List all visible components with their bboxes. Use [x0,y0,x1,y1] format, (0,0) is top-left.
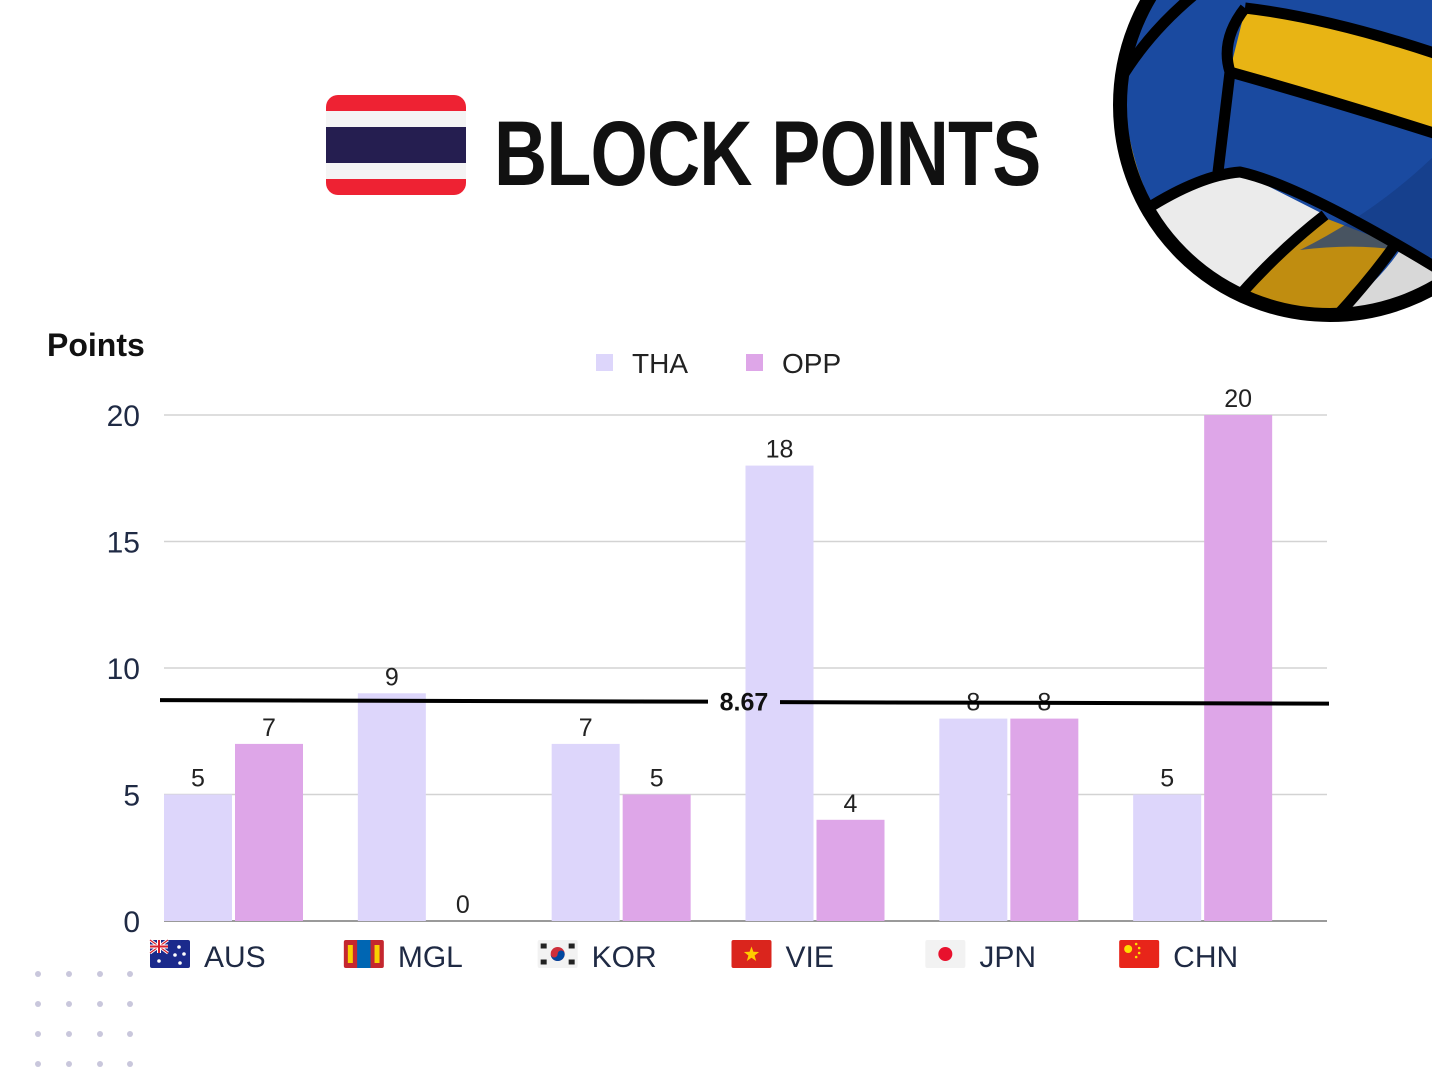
x-tick-label: MGL [398,941,463,974]
mongolia-flag-icon [343,940,384,968]
japan-flag-icon [925,940,966,968]
china-flag-icon [1119,940,1160,968]
bar-tha-vie [745,465,814,921]
legend-label-tha: THA [632,348,688,379]
bars [164,415,1273,921]
x-category-kor: KOR [537,940,657,974]
data-label: 4 [844,790,858,818]
bar-opp-chn [1204,415,1273,921]
x-tick-label: VIE [786,941,834,974]
x-category-jpn: JPN [925,940,1036,974]
south-korea-flag-icon [537,940,578,968]
legend-swatch-tha [596,354,613,371]
australia-flag-icon [149,938,190,968]
data-label: 5 [650,765,664,793]
thailand-flag-icon [326,95,466,195]
y-tick-label: 15 [107,527,140,560]
bar-tha-chn [1133,794,1202,921]
y-axis-label: Points [47,327,145,363]
page-title: BLOCK POINTS [494,103,1041,205]
data-label: 5 [191,765,205,793]
x-axis-categories: AUS MGL KOR VIE JPN CHN [149,938,1238,974]
x-category-mgl: MGL [343,940,463,974]
y-axis-ticks: 0 5 10 15 20 [107,400,140,939]
bar-opp-kor [622,794,691,921]
bar-tha-mgl [357,693,426,921]
data-label: 18 [766,436,794,464]
average-line-group: 8.67 [159,689,1330,717]
vietnam-flag-icon [731,940,772,968]
legend: THA OPP [596,348,841,379]
legend-label-opp: OPP [782,348,841,379]
y-tick-label: 20 [107,400,140,433]
bar-opp-vie [816,819,885,921]
x-category-aus: AUS [149,938,266,974]
x-tick-label: KOR [592,941,657,974]
x-tick-label: AUS [204,941,266,974]
decorative-dot-grid [35,971,133,1067]
bar-opp-aus [235,743,303,921]
data-label: 7 [579,714,593,742]
y-tick-label: 10 [107,653,140,686]
y-tick-label: 0 [123,906,140,939]
data-label: 20 [1224,385,1252,413]
volleyball-icon [1113,0,1432,322]
bar-opp-jpn [1010,718,1079,921]
data-labels: 57907518488520 [191,385,1252,919]
x-tick-label: CHN [1173,941,1238,974]
data-label: 7 [262,714,276,742]
average-line-left [159,698,709,704]
x-tick-label: JPN [979,941,1036,974]
bar-tha-kor [551,743,620,921]
bar-tha-aus [164,794,232,921]
data-label: 9 [385,663,399,691]
bar-tha-jpn [939,718,1008,921]
x-category-vie: VIE [731,940,834,974]
x-category-chn: CHN [1119,940,1238,974]
average-line-right [779,700,1330,706]
y-tick-label: 5 [123,780,140,813]
legend-swatch-opp [746,354,763,371]
data-label: 0 [456,891,470,919]
average-line-label: 8.67 [720,689,769,717]
data-label: 5 [1160,765,1174,793]
